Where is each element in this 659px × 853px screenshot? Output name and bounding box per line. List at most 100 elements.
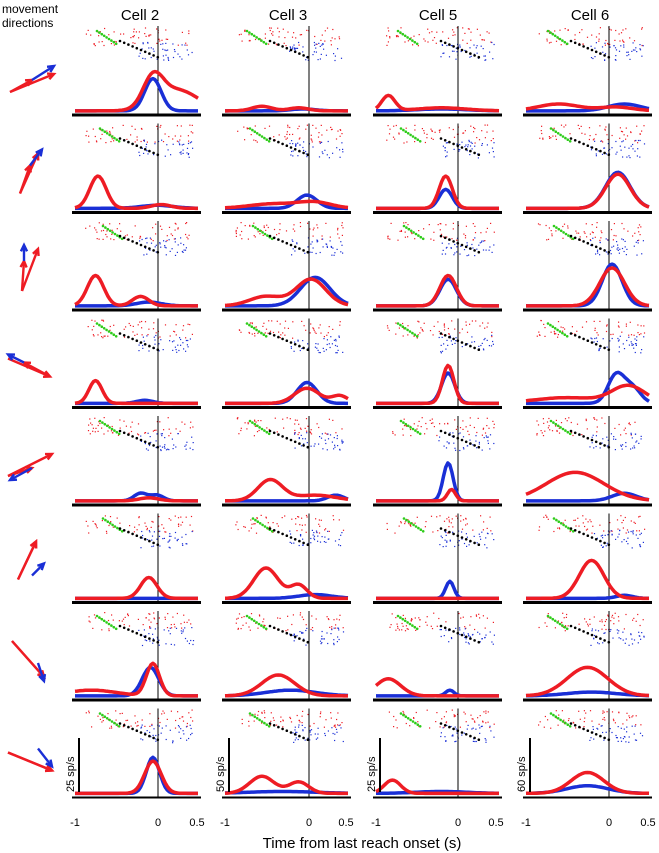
raster-dot-red [426, 133, 428, 135]
marker-green [551, 325, 555, 329]
raster-dot-blue [444, 147, 446, 149]
raster-dot-red [136, 725, 138, 727]
raster-dot-red [397, 239, 399, 241]
marker-green [562, 231, 565, 234]
marker-green [408, 37, 412, 41]
raster-dot-blue [341, 442, 343, 444]
raster-dot-red [547, 719, 549, 721]
raster-dot-red [543, 516, 545, 518]
marker-green [411, 720, 415, 723]
raster-dot-red [146, 141, 148, 143]
raster-dot-red [94, 320, 96, 322]
marker-black [135, 46, 139, 50]
raster-dot-red [484, 627, 486, 629]
marker-green [407, 227, 411, 231]
raster-dot-red [260, 420, 262, 422]
raster-dot-blue [464, 636, 466, 639]
marker-black [448, 140, 451, 144]
raster-dot-red [126, 719, 129, 721]
raster-dot-red [555, 135, 557, 137]
raster-dot-red [491, 336, 493, 338]
raster-dot-blue [319, 541, 322, 543]
raster-dot-blue [335, 338, 337, 341]
raster-dot-red [132, 36, 134, 38]
raster-dot-red [125, 719, 127, 722]
marker-green [561, 135, 565, 138]
raster-dot-red [145, 35, 147, 37]
marker-green [98, 616, 101, 619]
marker-black [599, 344, 602, 348]
raster-dot-blue [186, 441, 188, 443]
raster-dot-red [313, 329, 315, 331]
marker-green [563, 333, 567, 337]
raster-dot-red [249, 225, 251, 227]
raster-dot-blue [609, 249, 612, 252]
raster-dot-red [609, 28, 611, 30]
raster-dot-blue [590, 149, 593, 151]
raster-dot-blue [323, 350, 325, 352]
marker-black [131, 630, 134, 633]
raster-dot-red [639, 515, 641, 517]
raster-dot-blue [598, 348, 600, 350]
raster-dot-blue [594, 56, 596, 58]
marker-black [603, 639, 606, 642]
raster-dot-red [254, 425, 256, 427]
raster-dot-blue [319, 352, 321, 354]
raster-dot-red [482, 428, 484, 430]
raster-dot-blue [606, 445, 608, 447]
raster-dot-red [487, 322, 489, 324]
raster-dot-red [569, 530, 571, 533]
raster-dot-blue [626, 156, 628, 158]
raster-dot-blue [296, 731, 298, 733]
raster-dot-red [85, 712, 87, 714]
raster-dot-blue [180, 630, 182, 632]
raster-dot-red [148, 328, 150, 330]
raster-dot-blue [466, 545, 468, 547]
raster-dot-blue [182, 342, 184, 344]
raster-dot-red [111, 614, 113, 616]
raster-dot-red [605, 330, 608, 333]
raster-dot-red [610, 29, 612, 31]
raster-dot-red [245, 622, 247, 624]
raster-dot-red [618, 321, 620, 323]
marker-black [460, 536, 464, 539]
raster-dot-blue [143, 629, 145, 631]
marker-green [254, 518, 257, 522]
raster-dot-red [453, 136, 456, 138]
raster-dot-red [188, 234, 190, 236]
raster-dot-red [85, 135, 87, 137]
raster-dot-red [464, 713, 466, 715]
raster-dot-red [307, 713, 309, 716]
raster-dot-blue [161, 446, 164, 448]
raster-dot-blue [179, 152, 181, 154]
raster-dot-red [276, 234, 278, 236]
raster-dot-red [490, 41, 492, 43]
raster-dot-red [323, 726, 325, 728]
raster-dot-red [275, 43, 277, 45]
raster-dot-red [93, 325, 95, 327]
raster-dot-red [403, 222, 405, 224]
raster-dot-blue [183, 249, 185, 251]
raster-dot-red [583, 710, 585, 712]
raster-dot-red [189, 324, 191, 326]
raster-dot-blue [455, 47, 457, 49]
marker-black [460, 146, 464, 149]
raster-dot-blue [486, 436, 488, 438]
raster-dot-blue [173, 340, 175, 342]
raster-dot-blue [291, 254, 293, 256]
raster-dot-blue [181, 632, 183, 634]
marker-black [148, 149, 151, 153]
raster-dot-blue [601, 725, 603, 727]
raster-dot-red [134, 715, 136, 717]
marker-black [569, 527, 573, 530]
raster-dot-red [268, 320, 270, 322]
marker-black [272, 236, 276, 240]
raster-dot-red [111, 138, 113, 140]
marker-green [263, 429, 266, 432]
raster-dot-blue [149, 436, 151, 438]
raster-dot-red [134, 128, 136, 130]
raster-dot-red [549, 429, 551, 431]
raster-dot-red [600, 230, 602, 232]
raster-dot-blue [323, 541, 325, 543]
raster-dot-red [469, 323, 471, 325]
